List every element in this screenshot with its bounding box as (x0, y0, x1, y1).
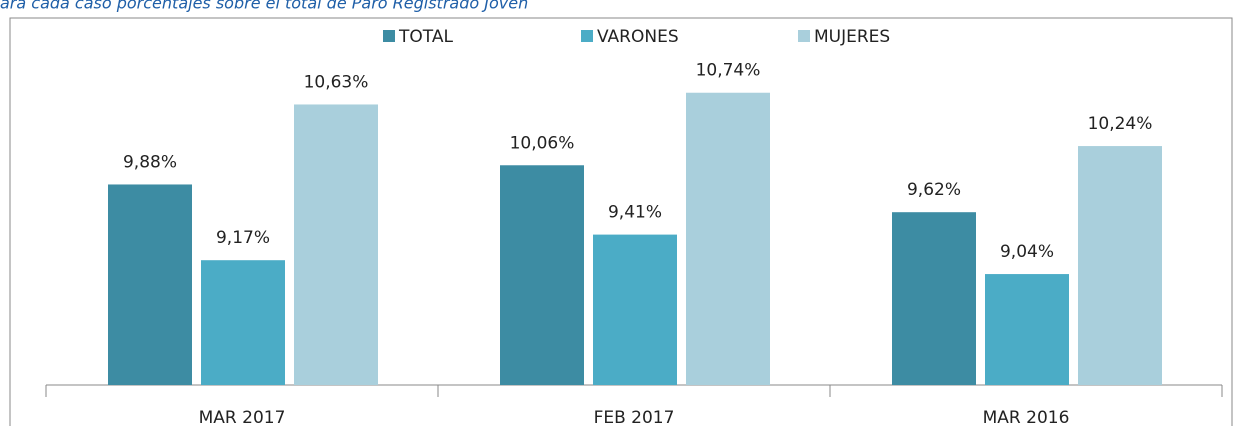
x-tick-label: MAR 2017 (199, 408, 286, 426)
x-tick-label: MAR 2016 (983, 408, 1070, 426)
bar (201, 260, 285, 385)
legend-swatch (581, 30, 593, 42)
legend-swatch (798, 30, 810, 42)
value-label: 9,41% (608, 203, 662, 223)
value-label: 10,63% (304, 72, 369, 92)
value-label: 9,62% (907, 180, 961, 200)
value-label: 9,88% (123, 152, 177, 172)
bar (593, 234, 677, 385)
bar (686, 92, 770, 385)
bar (985, 274, 1069, 385)
bar (892, 212, 976, 385)
legend-label: VARONES (597, 27, 679, 47)
x-tick-label: FEB 2017 (594, 408, 675, 426)
bar (294, 104, 378, 385)
value-label: 10,06% (510, 133, 575, 153)
bar (1078, 146, 1162, 385)
legend-label: MUJERES (814, 27, 890, 47)
value-label: 9,04% (1000, 242, 1054, 262)
bar (108, 184, 192, 385)
value-label: 10,74% (696, 61, 761, 81)
value-label: 9,17% (216, 228, 270, 248)
chart-subtitle: ara cada caso porcentajes sobre el total… (0, 0, 528, 13)
bar (500, 165, 584, 385)
value-label: 10,24% (1088, 114, 1153, 134)
legend-label: TOTAL (398, 27, 453, 47)
legend-swatch (383, 30, 395, 42)
